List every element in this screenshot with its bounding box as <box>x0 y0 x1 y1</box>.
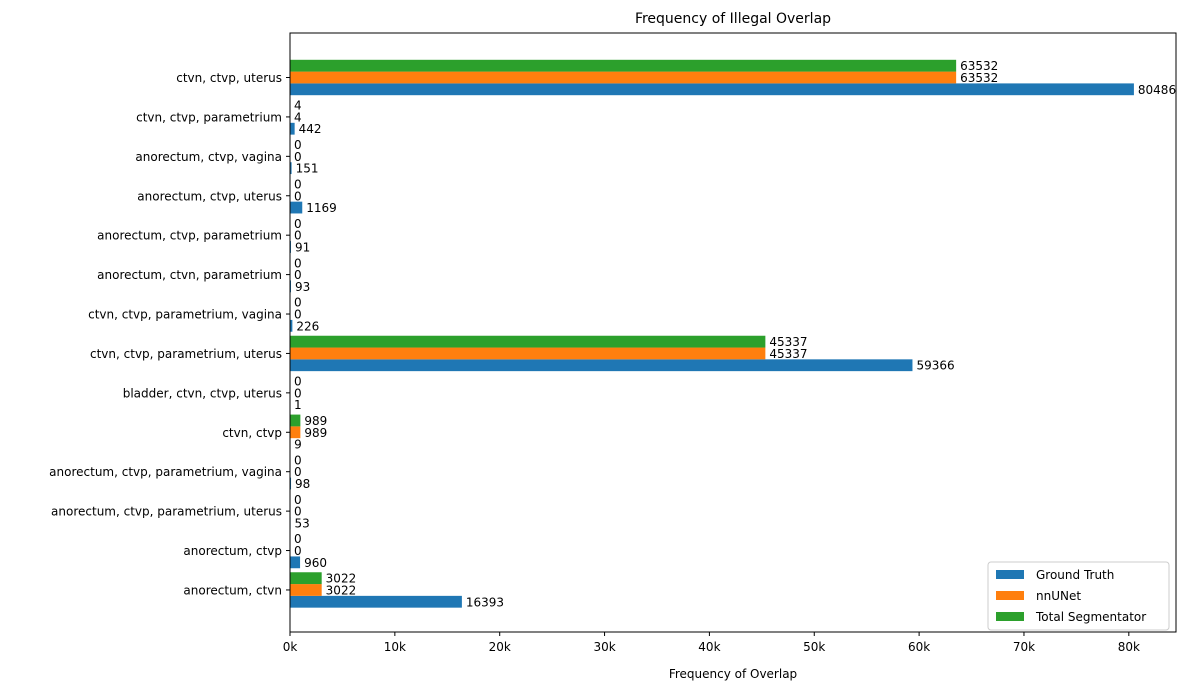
data-label-2-8: 0 <box>294 375 302 389</box>
data-label-0-13: 16393 <box>466 595 504 609</box>
data-label-2-13: 3022 <box>326 572 357 586</box>
data-label-1-13: 3022 <box>326 583 357 597</box>
legend-frame <box>987 561 1170 631</box>
bar-0-10 <box>290 477 292 490</box>
y-tick-label-3: anorectum, ctvp, uterus <box>137 189 282 203</box>
bar-1-7 <box>290 347 766 360</box>
y-tick-label-11: anorectum, ctvp, parametrium, uterus <box>51 505 282 519</box>
plot-frame <box>289 32 1177 633</box>
data-label-2-11: 0 <box>294 493 302 507</box>
data-label-1-1: 4 <box>294 110 302 124</box>
data-label-0-1: 442 <box>299 122 322 136</box>
plot-area: 80486 442 151 1169 91 93 226 59366 1 9 98 53 960 1639… <box>290 59 1176 609</box>
chart-title: Frequency of Illegal Overlap <box>635 11 831 27</box>
data-label-0-11: 53 <box>295 516 310 530</box>
data-label-0-6: 226 <box>296 319 319 333</box>
x-tick-label-8: 80k <box>1118 640 1140 654</box>
x-tick-label-1: 10k <box>384 640 406 654</box>
data-label-1-0: 63532 <box>960 71 998 85</box>
bar-2-9 <box>290 414 301 427</box>
data-label-0-0: 80486 <box>1138 83 1176 97</box>
y-tick-label-13: anorectum, ctvn <box>183 583 282 597</box>
data-label-2-4: 0 <box>294 217 302 231</box>
data-label-2-5: 0 <box>294 256 302 270</box>
y-tick-label-1: ctvn, ctvp, parametrium <box>136 110 282 124</box>
data-label-0-4: 91 <box>295 240 310 254</box>
data-label-0-3: 1169 <box>306 201 337 215</box>
y-tick-label-2: anorectum, ctvp, vagina <box>135 150 282 164</box>
data-label-1-10: 0 <box>294 465 302 479</box>
data-label-1-3: 0 <box>294 189 302 203</box>
bar-0-3 <box>290 201 303 214</box>
data-label-0-7: 59366 <box>916 359 954 373</box>
data-label-2-1: 4 <box>294 99 302 113</box>
bar-1-0 <box>290 71 957 84</box>
data-label-2-7: 45337 <box>769 335 807 349</box>
bar-2-7 <box>290 335 766 348</box>
data-label-0-8: 1 <box>294 398 302 412</box>
bar-0-7 <box>290 359 913 372</box>
data-label-1-5: 0 <box>294 268 302 282</box>
y-tick-label-0: ctvn, ctvp, uterus <box>176 71 282 85</box>
data-label-0-5: 93 <box>295 280 310 294</box>
bar-2-0 <box>290 59 957 72</box>
data-label-2-3: 0 <box>294 177 302 191</box>
legend-swatch-1 <box>996 591 1024 600</box>
data-label-1-2: 0 <box>294 150 302 164</box>
data-label-2-6: 0 <box>294 296 302 310</box>
legend-swatch-0 <box>996 570 1024 579</box>
bar-2-13 <box>290 572 322 585</box>
data-label-1-11: 0 <box>294 505 302 519</box>
x-axis: 0k 10k 20k 30k 40k 50k 60k 70k 80k <box>283 632 1140 654</box>
data-label-2-12: 0 <box>294 532 302 546</box>
y-tick-label-9: ctvn, ctvp <box>222 426 282 440</box>
y-tick-label-10: anorectum, ctvp, parametrium, vagina <box>49 465 282 479</box>
x-tick-label-6: 60k <box>908 640 930 654</box>
bar-0-13 <box>290 595 462 608</box>
x-tick-label-3: 30k <box>593 640 615 654</box>
bar-1-13 <box>290 584 322 596</box>
legend: Ground Truth nnUNet Total Segmentator <box>987 561 1170 631</box>
data-label-0-9: 9 <box>294 438 302 452</box>
bar-0-12 <box>290 556 301 569</box>
y-tick-label-7: ctvn, ctvp, parametrium, uterus <box>90 347 282 361</box>
y-tick-label-8: bladder, ctvn, ctvp, uterus <box>123 386 282 400</box>
x-tick-label-7: 70k <box>1013 640 1035 654</box>
bar-0-2 <box>290 162 292 175</box>
y-tick-label-5: anorectum, ctvn, parametrium <box>97 268 282 282</box>
data-label-1-8: 0 <box>294 386 302 400</box>
legend-label-0: Ground Truth <box>1036 568 1114 582</box>
data-label-1-9: 989 <box>304 426 327 440</box>
data-label-0-12: 960 <box>304 556 327 570</box>
y-tick-label-6: ctvn, ctvp, parametrium, vagina <box>88 308 282 322</box>
x-tick-label-0: 0k <box>283 640 298 654</box>
y-axis: ctvn, ctvp, uterus ctvn, ctvp, parametriu… <box>49 71 290 597</box>
data-label-1-7: 45337 <box>769 347 807 361</box>
data-label-2-9: 989 <box>304 414 327 428</box>
data-label-0-2: 151 <box>296 162 319 176</box>
legend-label-1: nnUNet <box>1036 589 1081 603</box>
bar-0-6 <box>290 319 293 332</box>
x-tick-label-2: 20k <box>489 640 511 654</box>
y-tick-label-4: anorectum, ctvp, parametrium <box>97 229 282 243</box>
data-label-2-10: 0 <box>294 453 302 467</box>
bar-1-9 <box>290 426 301 439</box>
x-tick-label-4: 40k <box>698 640 720 654</box>
bar-0-0 <box>290 83 1134 96</box>
x-tick-label-5: 50k <box>803 640 825 654</box>
data-label-2-2: 0 <box>294 138 302 152</box>
legend-label-2: Total Segmentator <box>1035 610 1146 624</box>
y-tick-label-12: anorectum, ctvp <box>183 544 282 558</box>
bar-0-1 <box>290 122 295 135</box>
data-label-1-4: 0 <box>294 229 302 243</box>
data-label-2-0: 63532 <box>960 59 998 73</box>
data-label-1-6: 0 <box>294 308 302 322</box>
data-label-0-10: 98 <box>295 477 310 491</box>
data-label-1-12: 0 <box>294 544 302 558</box>
legend-swatch-2 <box>996 612 1024 621</box>
x-axis-label: Frequency of Overlap <box>669 667 797 681</box>
